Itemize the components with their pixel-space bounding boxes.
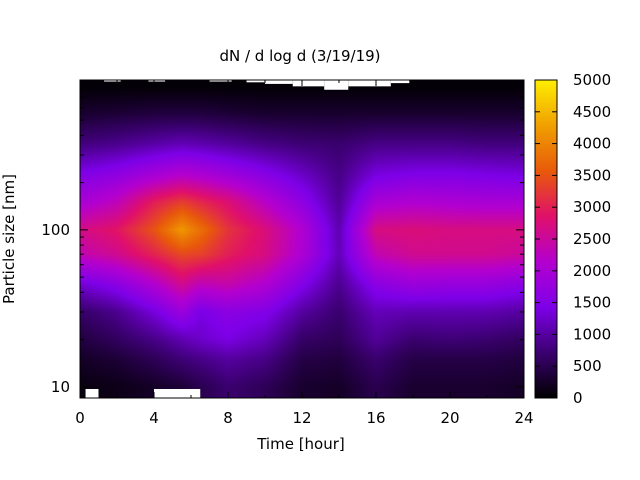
colorbar-tick-label: 1000 bbox=[573, 325, 611, 343]
x-axis: 0 4 8 12 16 20 24 bbox=[75, 80, 534, 427]
missing-data-notch bbox=[265, 80, 293, 84]
colorbar-tick-label: 4000 bbox=[573, 135, 611, 153]
heatmap-image bbox=[80, 80, 524, 398]
colorbar-tick-label: 5000 bbox=[573, 71, 611, 89]
x-tick-label: 8 bbox=[223, 409, 233, 427]
y-tick-label: 100 bbox=[41, 221, 70, 239]
missing-data-notch bbox=[390, 80, 410, 84]
colorbar-axis: 0 500 1000 1500 2000 2500 3000 3500 4000 4500 5000 bbox=[535, 71, 611, 407]
x-tick-label: 12 bbox=[292, 409, 311, 427]
colorbar-tick-label: 2500 bbox=[573, 230, 611, 248]
y-tick-label: 10 bbox=[51, 378, 70, 396]
colorbar-tick-label: 4500 bbox=[573, 103, 611, 121]
chart-title: dN / d log d (3/19/19) bbox=[219, 47, 380, 65]
missing-data-notch bbox=[85, 388, 99, 398]
missing-data-notch bbox=[104, 80, 121, 82]
x-tick-label: 16 bbox=[366, 409, 385, 427]
colorbar-tick-label: 0 bbox=[573, 389, 583, 407]
missing-data-bottom-edge bbox=[85, 388, 201, 398]
x-tick-label: 20 bbox=[440, 409, 459, 427]
missing-data-top-edge bbox=[104, 80, 410, 90]
missing-data-notch bbox=[324, 80, 349, 90]
x-axis-label: Time [hour] bbox=[256, 435, 345, 453]
x-tick-label: 24 bbox=[514, 409, 533, 427]
colorbar-tick-label: 1500 bbox=[573, 294, 611, 312]
colorbar-tick-label: 500 bbox=[573, 357, 602, 375]
missing-data-notch bbox=[246, 80, 265, 83]
missing-data-notch bbox=[154, 388, 201, 398]
missing-data-notch bbox=[148, 80, 166, 82]
x-tick-label: 0 bbox=[75, 409, 85, 427]
y-axis: 10 100 bbox=[41, 87, 524, 396]
colorbar-tick-label: 2000 bbox=[573, 262, 611, 280]
missing-data-notch bbox=[209, 80, 232, 82]
y-axis-label: Particle size [nm] bbox=[0, 174, 18, 304]
x-tick-label: 4 bbox=[149, 409, 159, 427]
colorbar-tick-label: 3500 bbox=[573, 166, 611, 184]
missing-data-notch bbox=[292, 80, 325, 87]
colorbar-tick-label: 3000 bbox=[573, 198, 611, 216]
missing-data-notch bbox=[348, 80, 391, 87]
